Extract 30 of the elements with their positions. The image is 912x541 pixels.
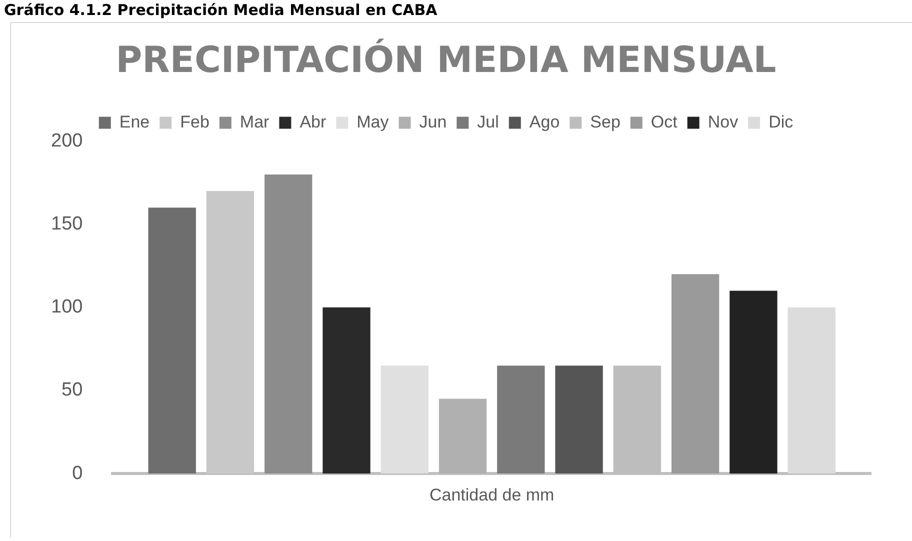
x-tick-label: Cantidad de mm: [429, 485, 554, 504]
y-tick-label: 100: [51, 296, 83, 318]
text: Gráfico 4.1.2 Precipitación Media Mensual en CABA: [3, 0, 438, 21]
legend-label: Jun: [419, 112, 447, 132]
legend-label: Abr: [300, 112, 326, 132]
y-tick-label: 200: [51, 130, 83, 152]
legend-label: Ago: [529, 112, 560, 132]
y-tick-label: 0: [72, 462, 83, 484]
legend-label: Mar: [240, 112, 270, 132]
bar: [555, 366, 603, 474]
legend-label: Nov: [708, 112, 739, 132]
legend-label: Feb: [180, 112, 210, 132]
bar: [264, 174, 312, 474]
bar: [438, 398, 487, 474]
legend-label: May: [356, 112, 390, 132]
bar: [148, 208, 196, 474]
legend-label: Oct: [650, 112, 678, 132]
y-tick-label: 150: [51, 214, 83, 235]
bar: [730, 290, 778, 474]
legend-label: Ene: [119, 112, 150, 132]
legend-label: Sep: [590, 112, 620, 132]
bar: [322, 307, 370, 474]
y-tick-label: 50: [62, 380, 83, 401]
bar: [788, 307, 836, 474]
legend-label: Jul: [477, 112, 499, 132]
legend-label: Dic: [768, 112, 794, 132]
bar: [380, 366, 428, 474]
chart-title: PRECIPITACIÓN MEDIA MENSUAL: [116, 38, 776, 81]
bar: [497, 366, 545, 474]
bar: [671, 274, 720, 474]
